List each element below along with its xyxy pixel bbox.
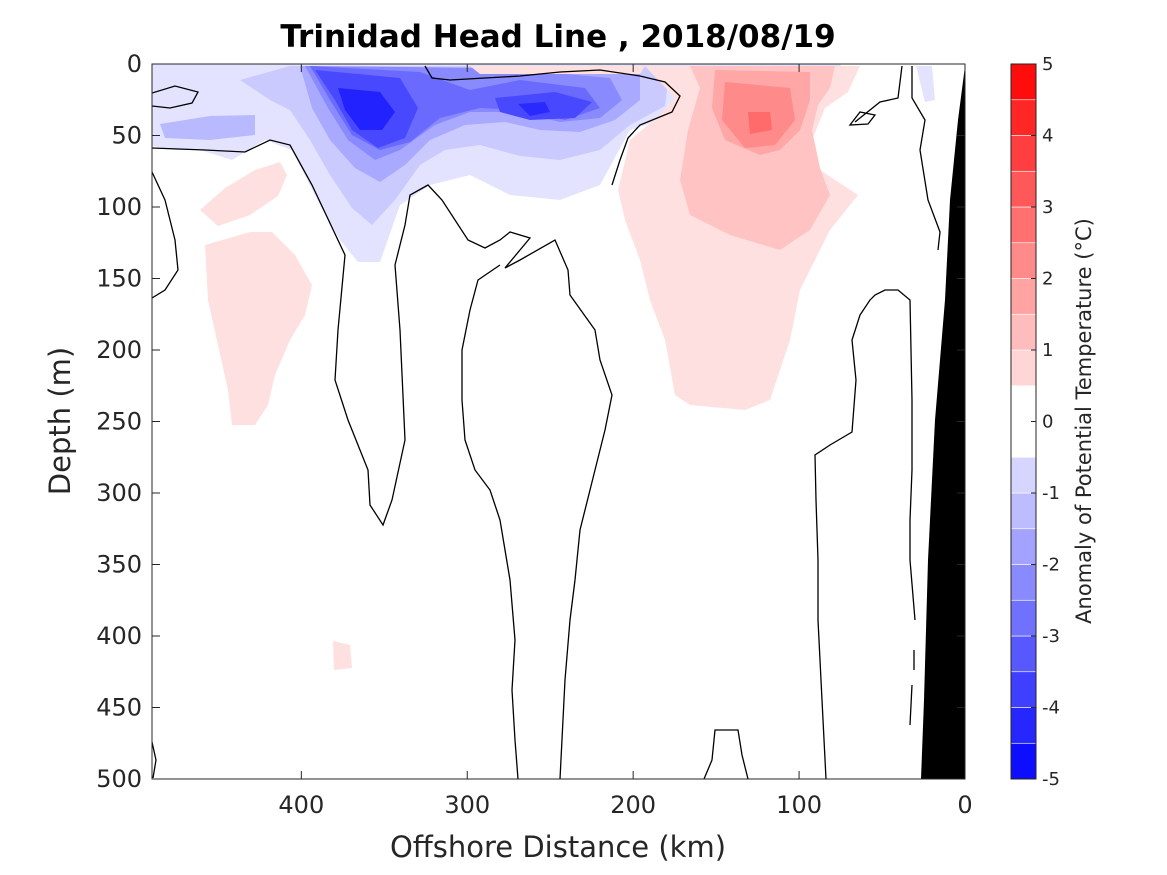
colorbar-tick-label: 0 [1042, 412, 1053, 433]
anomaly-fills [152, 64, 935, 670]
colorbar-tick-label: -3 [1042, 626, 1060, 647]
zero-contour-line [814, 289, 916, 779]
colorbar-segment [1010, 635, 1037, 673]
y-tick-label: 150 [96, 265, 142, 293]
colorbar-segment [1010, 135, 1037, 172]
colorbar-segment [1010, 349, 1037, 387]
zero-contour-line [854, 65, 941, 251]
colorbar-segment [1010, 206, 1037, 244]
plot-area [152, 64, 965, 779]
colorbar: 5 4 3 2 1 0 -1 -2 -3 -4 -5 [1010, 54, 1060, 790]
cold-anomaly-core-east [518, 102, 550, 116]
cold-anomaly-coastal-patch [916, 66, 935, 102]
zero-contour-line [152, 171, 179, 299]
colorbar-tick-label: -2 [1042, 555, 1060, 576]
colorbar-tick-label: 3 [1042, 197, 1053, 218]
zero-contour-line [424, 65, 681, 186]
warm-anomaly-surface-strip [470, 66, 645, 74]
colorbar-tick-label: 1 [1042, 340, 1053, 361]
zero-contour-line [703, 729, 749, 779]
colorbar-segment [1010, 707, 1037, 744]
colorbar-tick-label: 2 [1042, 269, 1053, 290]
x-axis: 400 300 200 100 0 [278, 64, 973, 819]
colorbar-segment [1010, 313, 1037, 351]
zero-contour-line [909, 650, 915, 726]
colorbar-tick-label: -1 [1042, 483, 1060, 504]
y-tick-label: 50 [111, 122, 142, 150]
y-tick-label: 100 [96, 193, 142, 221]
colorbar-segment [1010, 456, 1037, 494]
colorbar-segment [1010, 63, 1037, 101]
zero-contours [152, 65, 941, 779]
warm-anomaly-west-small [200, 162, 287, 226]
zero-contour-line [848, 111, 877, 126]
y-tick-label: 250 [96, 408, 142, 436]
colorbar-segment [1010, 564, 1037, 601]
y-tick-label: 300 [96, 479, 142, 507]
colorbar-label: Anomaly of Potential Temperature (°C) [1072, 218, 1096, 624]
y-tick-label: 400 [96, 622, 142, 650]
cold-anomaly-west-patch [160, 115, 255, 140]
colorbar-segment [1010, 278, 1037, 315]
colorbar-segment [1010, 242, 1037, 279]
colorbar-segment [1010, 385, 1037, 422]
x-tick-label: 400 [278, 791, 324, 819]
zero-contour-line [152, 139, 613, 779]
colorbar-segment [1010, 99, 1037, 136]
colorbar-segment [1010, 170, 1037, 208]
x-tick-label: 300 [444, 791, 490, 819]
colorbar-segment [1010, 671, 1037, 708]
colorbar-tick-label: 4 [1042, 126, 1053, 147]
zero-contour-line [152, 85, 199, 109]
y-axis-label: Depth (m) [43, 347, 77, 495]
colorbar-tick-label: -4 [1042, 698, 1060, 719]
x-tick-label: 100 [776, 791, 822, 819]
x-tick-label: 0 [957, 791, 972, 819]
y-tick-label: 200 [96, 336, 142, 364]
y-tick-label: 0 [127, 50, 142, 78]
y-tick-label: 450 [96, 694, 142, 722]
zero-contour-line [152, 741, 157, 779]
cold-anomaly-band-5 [315, 70, 592, 148]
cold-anomaly-core-west [338, 88, 395, 130]
y-axis: 0 50 100 150 200 250 300 350 400 450 500 [96, 50, 965, 793]
chart-title: Trinidad Head Line , 2018/08/19 [280, 19, 835, 55]
colorbar-segment [1010, 742, 1037, 780]
y-tick-label: 500 [96, 765, 142, 793]
colorbar-tick-label: 5 [1042, 54, 1053, 75]
colorbar-segment [1010, 599, 1037, 637]
warm-anomaly-deep-patch [333, 641, 352, 670]
bathymetry-seafloor [921, 66, 965, 779]
y-tick-label: 350 [96, 551, 142, 579]
colorbar-frame [1010, 63, 1037, 780]
colorbar-segment [1010, 421, 1037, 458]
warm-anomaly-west-blob [205, 232, 312, 425]
colorbar-tick-label: -5 [1042, 769, 1060, 790]
colorbar-segment [1010, 528, 1037, 565]
colorbar-segment [1010, 492, 1037, 530]
x-axis-label: Offshore Distance (km) [390, 830, 726, 864]
x-tick-label: 200 [610, 791, 656, 819]
zero-contour-line [461, 264, 519, 779]
warm-anomaly-core [748, 112, 772, 134]
